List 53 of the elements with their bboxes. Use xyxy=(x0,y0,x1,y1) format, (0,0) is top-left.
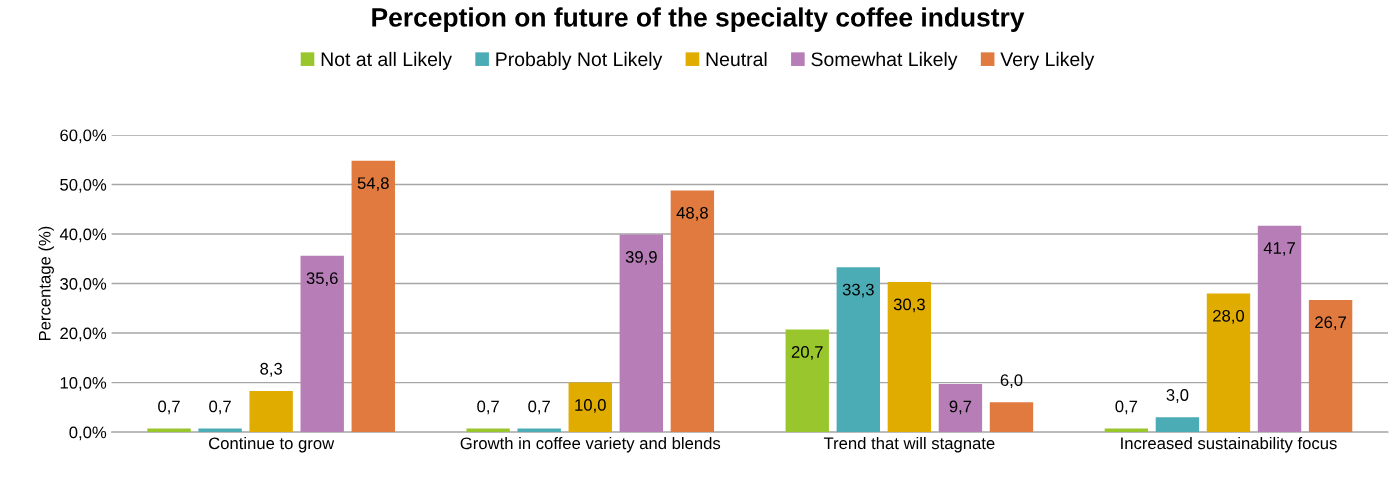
data-label: 0,7 xyxy=(209,400,231,415)
y-tick-label: 40,0% xyxy=(59,228,107,243)
data-label: 54,8 xyxy=(357,177,389,191)
data-label: 30,3 xyxy=(893,298,925,313)
y-tick-label: 60,0% xyxy=(60,129,107,144)
data-label: 41,7 xyxy=(1263,242,1295,256)
bar xyxy=(989,402,1034,433)
data-label: 0,7 xyxy=(528,400,550,415)
bar xyxy=(300,255,344,433)
bar xyxy=(785,329,829,433)
bar xyxy=(568,382,612,433)
bar xyxy=(938,384,983,433)
y-axis-title: Percentage (%) xyxy=(38,226,54,341)
bar xyxy=(249,390,293,433)
bar xyxy=(1206,293,1251,433)
x-tick-label: Growth in coffee variety and blends xyxy=(460,436,721,453)
legend-label: Probably Not Likely xyxy=(496,51,663,70)
legend-label: Not at all Likely xyxy=(321,51,452,70)
data-label: 3,0 xyxy=(1166,389,1189,403)
data-label: 20,7 xyxy=(791,346,823,360)
data-label: 48,8 xyxy=(676,206,708,221)
data-label: 9,7 xyxy=(949,400,972,415)
data-label: 8,3 xyxy=(260,362,283,377)
data-label: 0,7 xyxy=(158,400,180,415)
bar xyxy=(887,282,932,433)
bar xyxy=(836,267,881,433)
chart-title: Perception on future of the specialty coffee industry xyxy=(372,7,1025,32)
data-label: 0,7 xyxy=(1115,400,1138,415)
bar xyxy=(1155,417,1200,433)
legend-label: Neutral xyxy=(706,51,767,67)
data-label: 35,6 xyxy=(306,272,338,287)
data-label: 39,9 xyxy=(625,250,657,265)
bar xyxy=(619,234,664,433)
data-label: 6,0 xyxy=(1000,374,1023,389)
bar xyxy=(1308,299,1353,433)
y-tick-label: 20,0% xyxy=(60,327,107,342)
y-tick-label: 10,0% xyxy=(60,376,107,391)
bar xyxy=(351,160,395,433)
data-label: 33,3 xyxy=(842,283,874,298)
y-tick-label: 50,0% xyxy=(60,178,107,193)
legend-label: Somewhat Likely xyxy=(811,51,958,70)
x-tick-label: Increased sustainability focus xyxy=(1121,436,1337,453)
data-label: 0,7 xyxy=(477,400,499,415)
x-tick-label: Trend that will stagnate xyxy=(823,436,995,453)
bar xyxy=(1257,225,1302,433)
x-tick-label: Continue to grow xyxy=(209,436,335,453)
data-label: 26,7 xyxy=(1315,316,1346,331)
legend-label: Very Likely xyxy=(1000,51,1095,70)
data-label: 28,0 xyxy=(1213,309,1245,324)
y-tick-label: 0,0% xyxy=(69,426,107,441)
data-label: 10,0 xyxy=(575,399,606,413)
y-tick-label: 30,0% xyxy=(60,277,107,292)
bar xyxy=(670,190,715,433)
